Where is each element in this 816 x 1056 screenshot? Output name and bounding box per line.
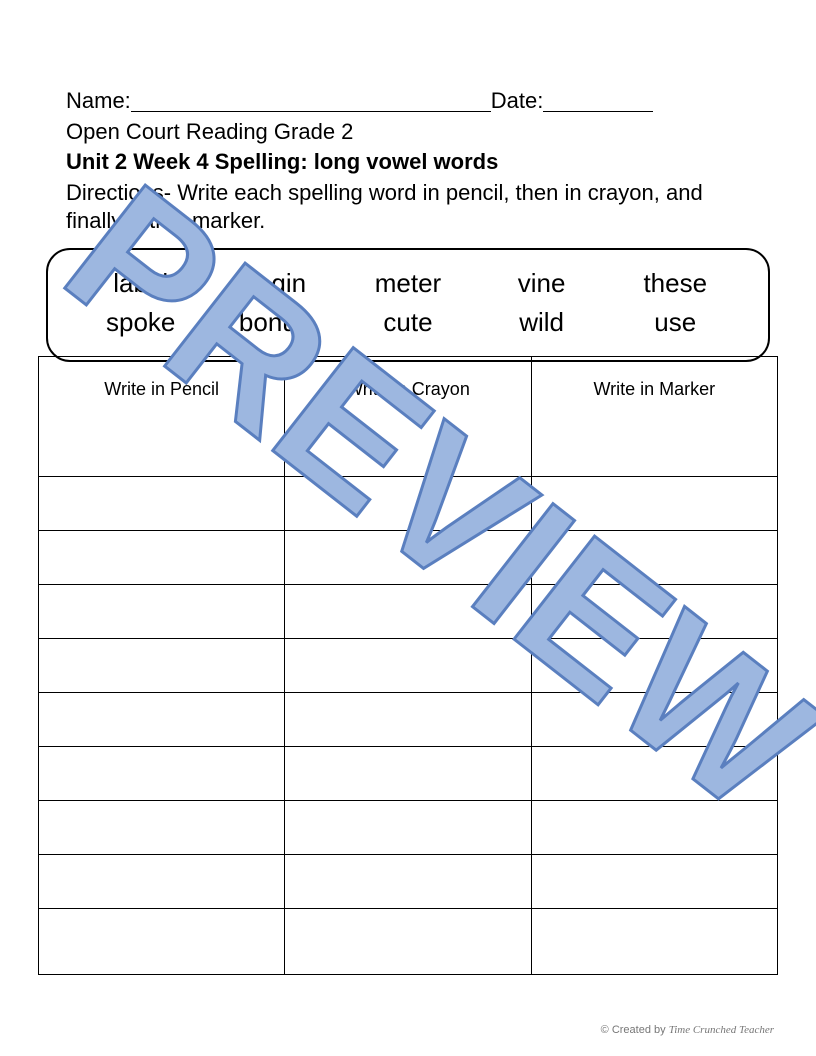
spelling-word-box: label begin meter vine these spoke bonus… — [46, 248, 770, 362]
cell[interactable] — [531, 855, 777, 909]
col-header-pencil: Write in Pencil — [39, 357, 285, 423]
cell[interactable] — [531, 477, 777, 531]
name-label: Name: — [66, 88, 131, 113]
name-date-line: Name: Date: — [66, 86, 750, 116]
copyright-footer: © Created by Time Crunched Teacher — [601, 1024, 774, 1036]
footer-author: Time Crunched Teacher — [669, 1024, 774, 1036]
cell[interactable] — [39, 747, 285, 801]
cell[interactable] — [285, 585, 531, 639]
cell[interactable] — [531, 909, 777, 975]
cell[interactable] — [285, 801, 531, 855]
cell[interactable] — [39, 855, 285, 909]
worksheet-page: Name: Date: Open Court Reading Grade 2 Un… — [66, 86, 750, 362]
table-row — [39, 639, 778, 693]
word-cell: begin — [212, 264, 337, 303]
cell[interactable] — [39, 909, 285, 975]
cell[interactable] — [531, 747, 777, 801]
cell[interactable] — [39, 531, 285, 585]
word-row-1: label begin meter vine these — [78, 264, 738, 303]
cell[interactable] — [285, 423, 531, 477]
unit-line: Unit 2 Week 4 Spelling: long vowel words — [66, 148, 750, 177]
cell[interactable] — [39, 423, 285, 477]
cell[interactable] — [285, 693, 531, 747]
date-label: Date: — [491, 88, 544, 113]
table-header-row: Write in Pencil Write in Crayon Write in… — [39, 357, 778, 423]
table-row — [39, 531, 778, 585]
table-row — [39, 801, 778, 855]
table-row — [39, 423, 778, 477]
directions-text: Directions- Write each spelling word in … — [66, 179, 750, 236]
name-blank[interactable] — [131, 90, 491, 112]
word-cell: these — [613, 264, 738, 303]
date-blank[interactable] — [543, 90, 653, 112]
word-cell: spoke — [78, 303, 203, 342]
practice-table-wrap: Write in Pencil Write in Crayon Write in… — [38, 356, 778, 975]
cell[interactable] — [531, 801, 777, 855]
cell[interactable] — [39, 801, 285, 855]
cell[interactable] — [39, 693, 285, 747]
table-row — [39, 855, 778, 909]
cell[interactable] — [285, 747, 531, 801]
cell[interactable] — [39, 639, 285, 693]
col-header-marker: Write in Marker — [531, 357, 777, 423]
cell[interactable] — [285, 909, 531, 975]
table-row — [39, 693, 778, 747]
cell[interactable] — [285, 639, 531, 693]
word-cell: vine — [479, 264, 604, 303]
word-cell: use — [613, 303, 738, 342]
cell[interactable] — [285, 477, 531, 531]
word-cell: bonus — [212, 303, 337, 342]
table-row — [39, 747, 778, 801]
cell[interactable] — [39, 585, 285, 639]
word-cell: label — [78, 264, 203, 303]
practice-table: Write in Pencil Write in Crayon Write in… — [38, 356, 778, 975]
cell[interactable] — [39, 477, 285, 531]
col-header-crayon: Write in Crayon — [285, 357, 531, 423]
cell[interactable] — [285, 531, 531, 585]
cell[interactable] — [531, 639, 777, 693]
table-row — [39, 477, 778, 531]
cell[interactable] — [531, 423, 777, 477]
word-cell: wild — [479, 303, 604, 342]
word-cell: cute — [345, 303, 470, 342]
footer-prefix: © Created by — [601, 1024, 669, 1036]
word-row-2: spoke bonus cute wild use — [78, 303, 738, 342]
cell[interactable] — [531, 693, 777, 747]
cell[interactable] — [285, 855, 531, 909]
cell[interactable] — [531, 531, 777, 585]
table-row — [39, 585, 778, 639]
word-cell: meter — [345, 264, 470, 303]
program-line: Open Court Reading Grade 2 — [66, 118, 750, 147]
cell[interactable] — [531, 585, 777, 639]
table-row — [39, 909, 778, 975]
